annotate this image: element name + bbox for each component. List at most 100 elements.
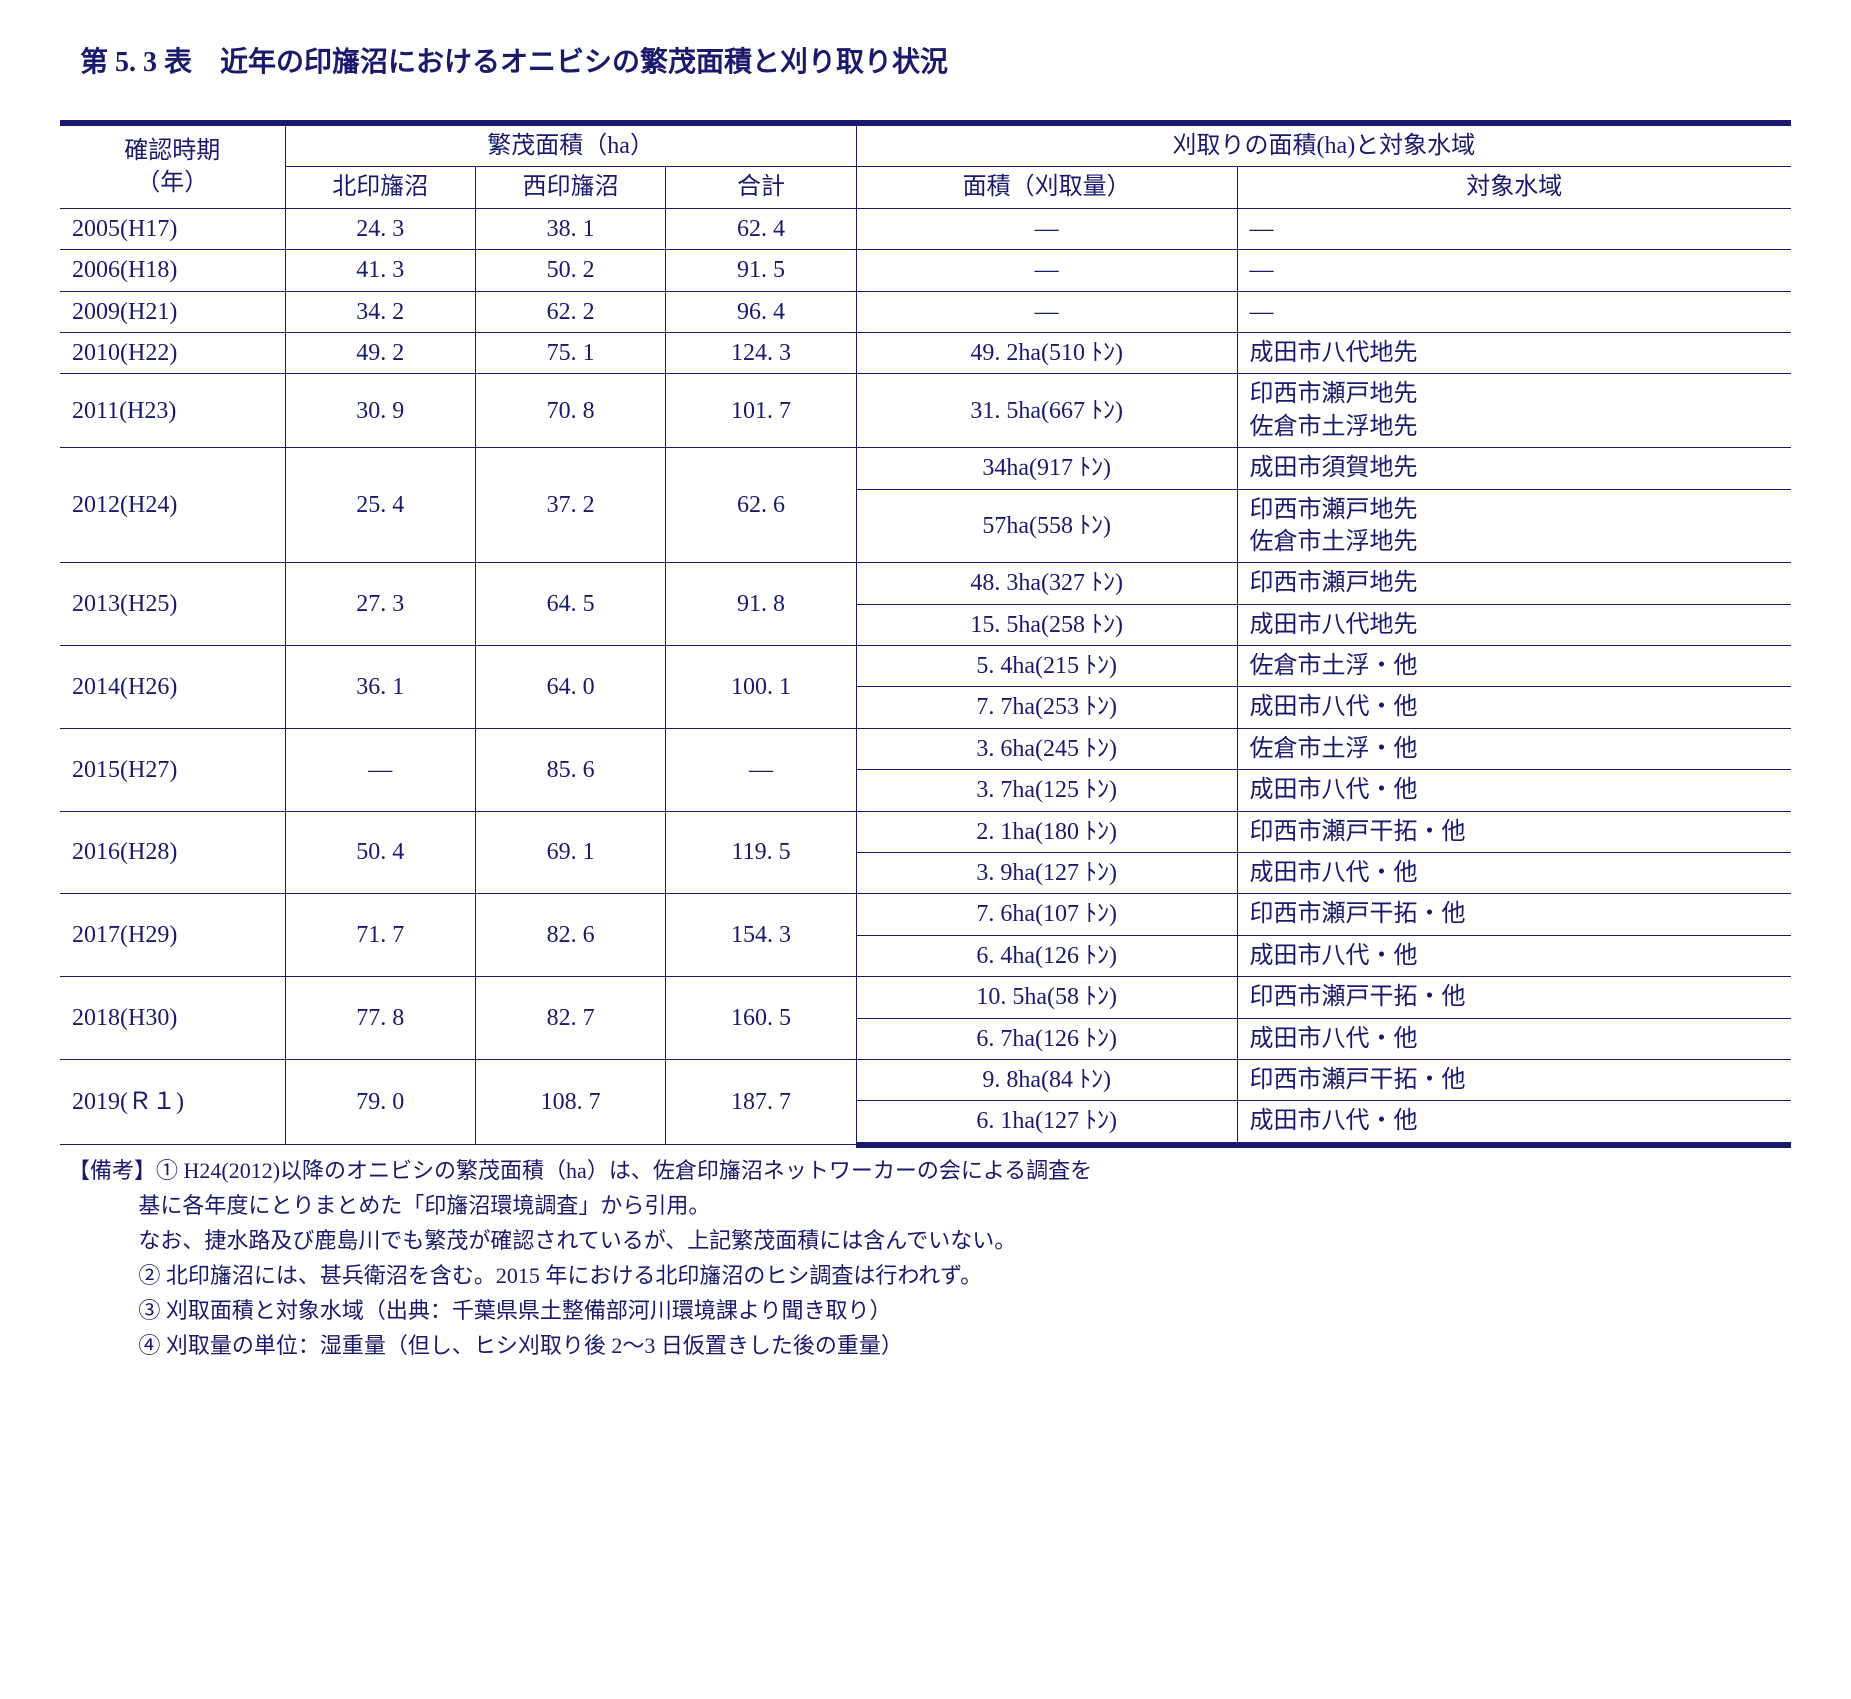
cell-cut-loc: 成田市八代・他 bbox=[1237, 1101, 1791, 1145]
cell-west: 50. 2 bbox=[475, 250, 665, 291]
cell-cut-loc: 印西市瀬戸地先 bbox=[1237, 563, 1791, 604]
table-row: 2010(H22)49. 275. 1124. 349. 2ha(510 ﾄﾝ)… bbox=[60, 332, 1791, 373]
cell-total: 62. 4 bbox=[666, 208, 856, 249]
cell-north: 25. 4 bbox=[285, 448, 475, 563]
cell-cut-area: — bbox=[856, 291, 1237, 332]
cell-total: 124. 3 bbox=[666, 332, 856, 373]
th-cut-loc: 対象水域 bbox=[1237, 167, 1791, 208]
cell-north: 24. 3 bbox=[285, 208, 475, 249]
cell-west: 69. 1 bbox=[475, 811, 665, 894]
cell-west: 108. 7 bbox=[475, 1059, 665, 1144]
th-cut-area: 面積（刈取量） bbox=[856, 167, 1237, 208]
cell-north: 79. 0 bbox=[285, 1059, 475, 1144]
cell-cut-loc: 成田市八代地先 bbox=[1237, 604, 1791, 645]
cell-cut-area: 7. 7ha(253 ﾄﾝ) bbox=[856, 687, 1237, 728]
cell-west: 82. 6 bbox=[475, 894, 665, 977]
cell-cut-loc: 印西市瀬戸地先佐倉市土浮地先 bbox=[1237, 374, 1791, 448]
cell-cut-loc: — bbox=[1237, 208, 1791, 249]
cell-cut-loc: 成田市八代・他 bbox=[1237, 770, 1791, 811]
cell-total: 100. 1 bbox=[666, 646, 856, 729]
cell-north: 41. 3 bbox=[285, 250, 475, 291]
cell-cut-loc: 印西市瀬戸干拓・他 bbox=[1237, 894, 1791, 935]
cell-north: — bbox=[285, 728, 475, 811]
cell-year: 2019(Ｒ１) bbox=[60, 1059, 285, 1144]
cell-cut-area: 7. 6ha(107 ﾄﾝ) bbox=[856, 894, 1237, 935]
cell-north: 30. 9 bbox=[285, 374, 475, 448]
cell-year: 2014(H26) bbox=[60, 646, 285, 729]
cell-cut-area: 31. 5ha(667 ﾄﾝ) bbox=[856, 374, 1237, 448]
cell-year: 2015(H27) bbox=[60, 728, 285, 811]
th-west: 西印旛沼 bbox=[475, 167, 665, 208]
cell-west: 64. 5 bbox=[475, 563, 665, 646]
cell-north: 50. 4 bbox=[285, 811, 475, 894]
th-area-group: 繁茂面積（ha） bbox=[285, 123, 856, 167]
cell-year: 2013(H25) bbox=[60, 563, 285, 646]
th-north: 北印旛沼 bbox=[285, 167, 475, 208]
cell-year: 2009(H21) bbox=[60, 291, 285, 332]
cell-north: 27. 3 bbox=[285, 563, 475, 646]
cell-year: 2011(H23) bbox=[60, 374, 285, 448]
cell-west: 75. 1 bbox=[475, 332, 665, 373]
table-row: 2013(H25)27. 364. 591. 848. 3ha(327 ﾄﾝ)印… bbox=[60, 563, 1791, 604]
table-row: 2012(H24)25. 437. 262. 634ha(917 ﾄﾝ)成田市須… bbox=[60, 448, 1791, 489]
cell-west: 70. 8 bbox=[475, 374, 665, 448]
table-title: 第 5. 3 表 近年の印旛沼におけるオニビシの繁茂面積と刈り取り状況 bbox=[60, 40, 1791, 80]
cell-cut-loc: 印西市瀬戸干拓・他 bbox=[1237, 1059, 1791, 1100]
th-cut-group: 刈取りの面積(ha)と対象水域 bbox=[856, 123, 1791, 167]
cell-cut-area: 10. 5ha(58 ﾄﾝ) bbox=[856, 977, 1237, 1018]
cell-cut-loc: 佐倉市土浮・他 bbox=[1237, 728, 1791, 769]
table-row: 2009(H21)34. 262. 296. 4—— bbox=[60, 291, 1791, 332]
cell-total: 96. 4 bbox=[666, 291, 856, 332]
cell-cut-loc: 成田市八代地先 bbox=[1237, 332, 1791, 373]
table-row: 2017(H29)71. 782. 6154. 37. 6ha(107 ﾄﾝ)印… bbox=[60, 894, 1791, 935]
cell-cut-area: 3. 9ha(127 ﾄﾝ) bbox=[856, 853, 1237, 894]
cell-cut-area: 49. 2ha(510 ﾄﾝ) bbox=[856, 332, 1237, 373]
cell-cut-area: 3. 7ha(125 ﾄﾝ) bbox=[856, 770, 1237, 811]
table-row: 2018(H30)77. 882. 7160. 510. 5ha(58 ﾄﾝ)印… bbox=[60, 977, 1791, 1018]
cell-cut-loc: 印西市瀬戸地先佐倉市土浮地先 bbox=[1237, 489, 1791, 563]
cell-cut-loc: 佐倉市土浮・他 bbox=[1237, 646, 1791, 687]
cell-west: 38. 1 bbox=[475, 208, 665, 249]
th-year: 確認時期（年） bbox=[60, 123, 285, 208]
cell-year: 2017(H29) bbox=[60, 894, 285, 977]
cell-cut-area: 6. 4ha(126 ﾄﾝ) bbox=[856, 935, 1237, 976]
cell-total: 187. 7 bbox=[666, 1059, 856, 1144]
cell-cut-loc: 印西市瀬戸干拓・他 bbox=[1237, 811, 1791, 852]
cell-year: 2012(H24) bbox=[60, 448, 285, 563]
cell-year: 2016(H28) bbox=[60, 811, 285, 894]
cell-west: 82. 7 bbox=[475, 977, 665, 1060]
cell-cut-loc: 印西市瀬戸干拓・他 bbox=[1237, 977, 1791, 1018]
cell-cut-area: 5. 4ha(215 ﾄﾝ) bbox=[856, 646, 1237, 687]
cell-total: 62. 6 bbox=[666, 448, 856, 563]
cell-total: 101. 7 bbox=[666, 374, 856, 448]
cell-cut-area: — bbox=[856, 208, 1237, 249]
cell-cut-loc: — bbox=[1237, 250, 1791, 291]
cell-total: — bbox=[666, 728, 856, 811]
cell-year: 2010(H22) bbox=[60, 332, 285, 373]
table-row: 2005(H17)24. 338. 162. 4—— bbox=[60, 208, 1791, 249]
cell-cut-area: — bbox=[856, 250, 1237, 291]
cell-cut-area: 6. 7ha(126 ﾄﾝ) bbox=[856, 1018, 1237, 1059]
table-row: 2015(H27)—85. 6—3. 6ha(245 ﾄﾝ)佐倉市土浮・他 bbox=[60, 728, 1791, 769]
cell-cut-area: 3. 6ha(245 ﾄﾝ) bbox=[856, 728, 1237, 769]
cell-west: 62. 2 bbox=[475, 291, 665, 332]
cell-north: 49. 2 bbox=[285, 332, 475, 373]
data-table: 確認時期（年） 繁茂面積（ha） 刈取りの面積(ha)と対象水域 北印旛沼 西印… bbox=[60, 120, 1791, 1148]
cell-cut-area: 57ha(558 ﾄﾝ) bbox=[856, 489, 1237, 563]
cell-cut-area: 9. 8ha(84 ﾄﾝ) bbox=[856, 1059, 1237, 1100]
cell-cut-loc: 成田市八代・他 bbox=[1237, 1018, 1791, 1059]
table-row: 2019(Ｒ１)79. 0108. 7187. 79. 8ha(84 ﾄﾝ)印西… bbox=[60, 1059, 1791, 1100]
cell-cut-area: 15. 5ha(258 ﾄﾝ) bbox=[856, 604, 1237, 645]
th-total: 合計 bbox=[666, 167, 856, 208]
cell-total: 160. 5 bbox=[666, 977, 856, 1060]
cell-total: 91. 5 bbox=[666, 250, 856, 291]
cell-total: 154. 3 bbox=[666, 894, 856, 977]
cell-north: 34. 2 bbox=[285, 291, 475, 332]
cell-year: 2005(H17) bbox=[60, 208, 285, 249]
table-row: 2014(H26)36. 164. 0100. 15. 4ha(215 ﾄﾝ)佐… bbox=[60, 646, 1791, 687]
cell-west: 85. 6 bbox=[475, 728, 665, 811]
cell-north: 36. 1 bbox=[285, 646, 475, 729]
table-row: 2006(H18)41. 350. 291. 5—— bbox=[60, 250, 1791, 291]
cell-year: 2018(H30) bbox=[60, 977, 285, 1060]
cell-north: 71. 7 bbox=[285, 894, 475, 977]
